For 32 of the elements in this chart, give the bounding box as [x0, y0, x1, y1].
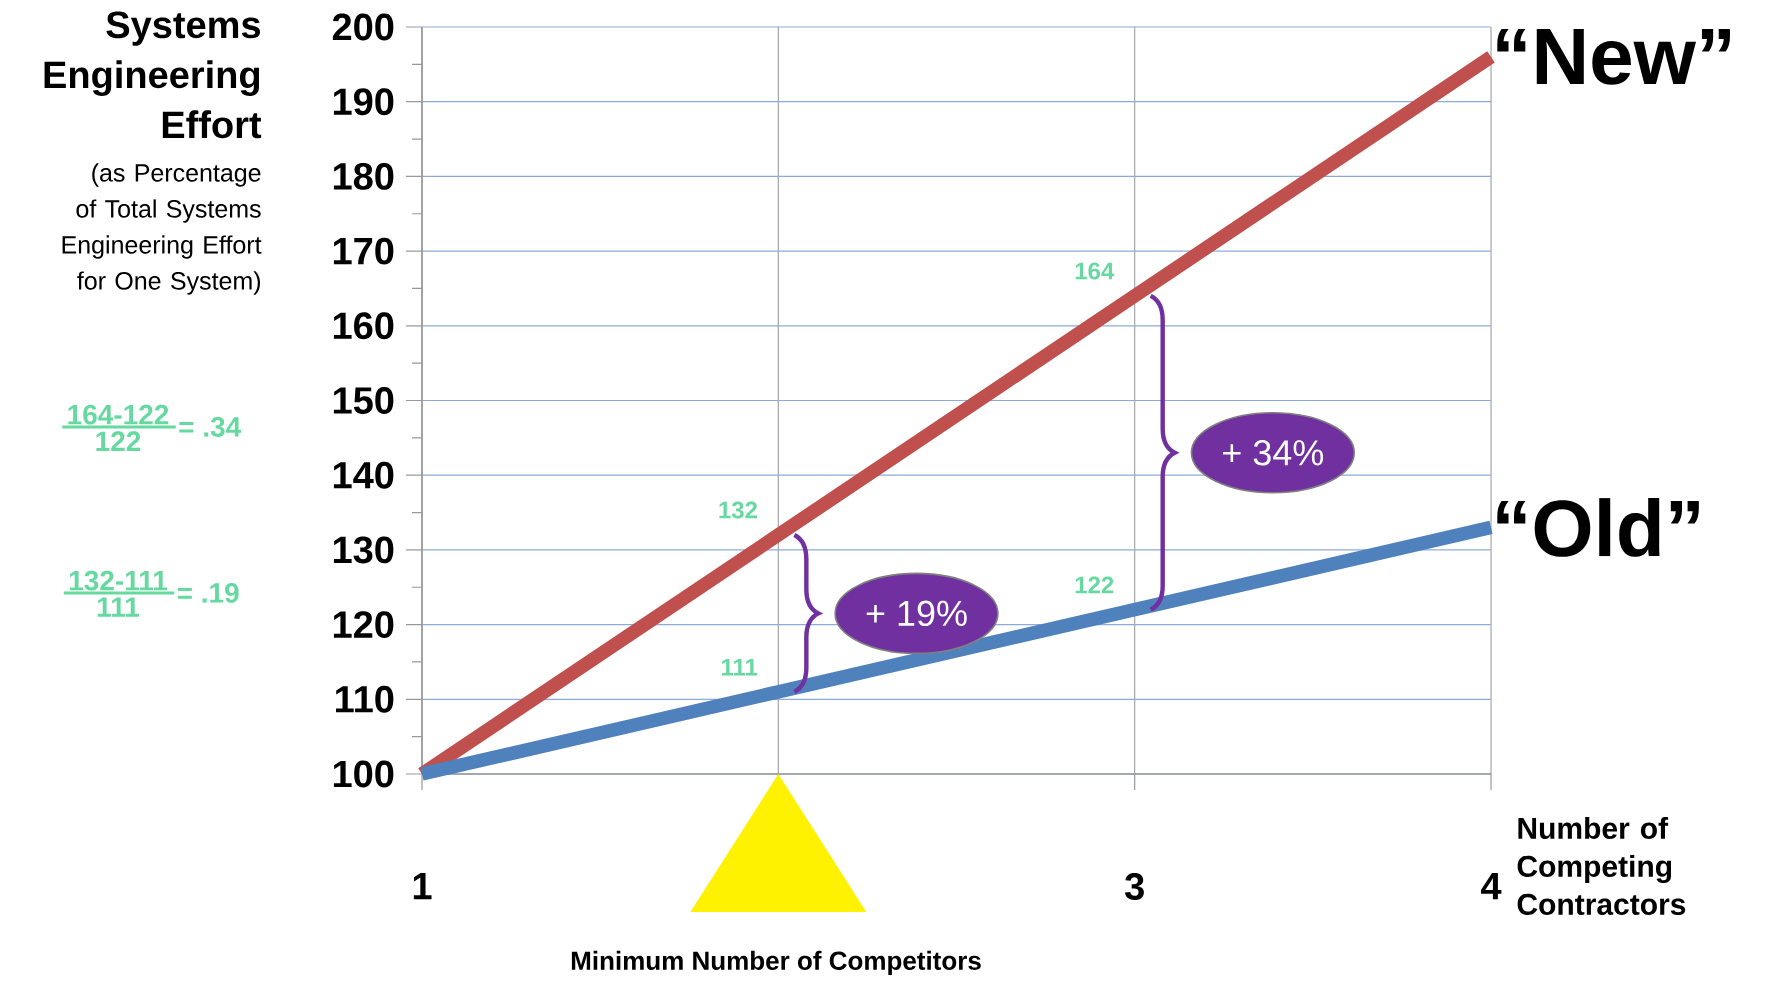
y-tick-label: 190 — [333, 88, 394, 116]
x-tick-label: 4 — [1481, 873, 1502, 900]
y-tick-label: 100 — [333, 760, 394, 788]
series-label: “New” — [1497, 28, 1730, 85]
y-tick-label: 200 — [332, 13, 394, 41]
text: (as Percentage of Total Systems Engineering Effort for One System) — [62, 163, 262, 295]
data-label: 122 — [1075, 576, 1114, 594]
series-label: “Old” — [1497, 498, 1699, 557]
annotation: + 19% — [866, 600, 967, 627]
text: 132-111 — [69, 570, 168, 591]
y-tick-label: 160 — [333, 312, 394, 340]
y-tick-label: 120 — [333, 611, 394, 639]
y-tick-label: 170 — [333, 237, 394, 265]
x-axis-title: Number of Competing Contractors — [1517, 816, 1686, 915]
y-tick-label: 180 — [333, 162, 394, 190]
data-label: 164 — [1075, 262, 1115, 280]
y-tick-label: 140 — [333, 461, 394, 489]
text: 122 — [96, 431, 141, 451]
data-label: 132 — [719, 501, 757, 519]
data-label: 111 — [722, 658, 758, 676]
text: 164-122 — [68, 404, 169, 425]
annotation: + 34% — [1223, 440, 1324, 466]
text: = .19 — [177, 583, 239, 603]
y-tick-label: 110 — [336, 685, 394, 713]
y-axis-title: Systems Engineering Effort — [44, 11, 262, 139]
y-tick-label: 130 — [333, 536, 394, 564]
y-tick-label: 150 — [333, 387, 394, 414]
text: 111 — [97, 597, 140, 617]
text: Minimum Number of Competitors — [571, 950, 981, 976]
x-tick-label: 3 — [1124, 873, 1144, 901]
text: = .34 — [179, 417, 242, 437]
x-tick-label: 1 — [413, 873, 432, 900]
